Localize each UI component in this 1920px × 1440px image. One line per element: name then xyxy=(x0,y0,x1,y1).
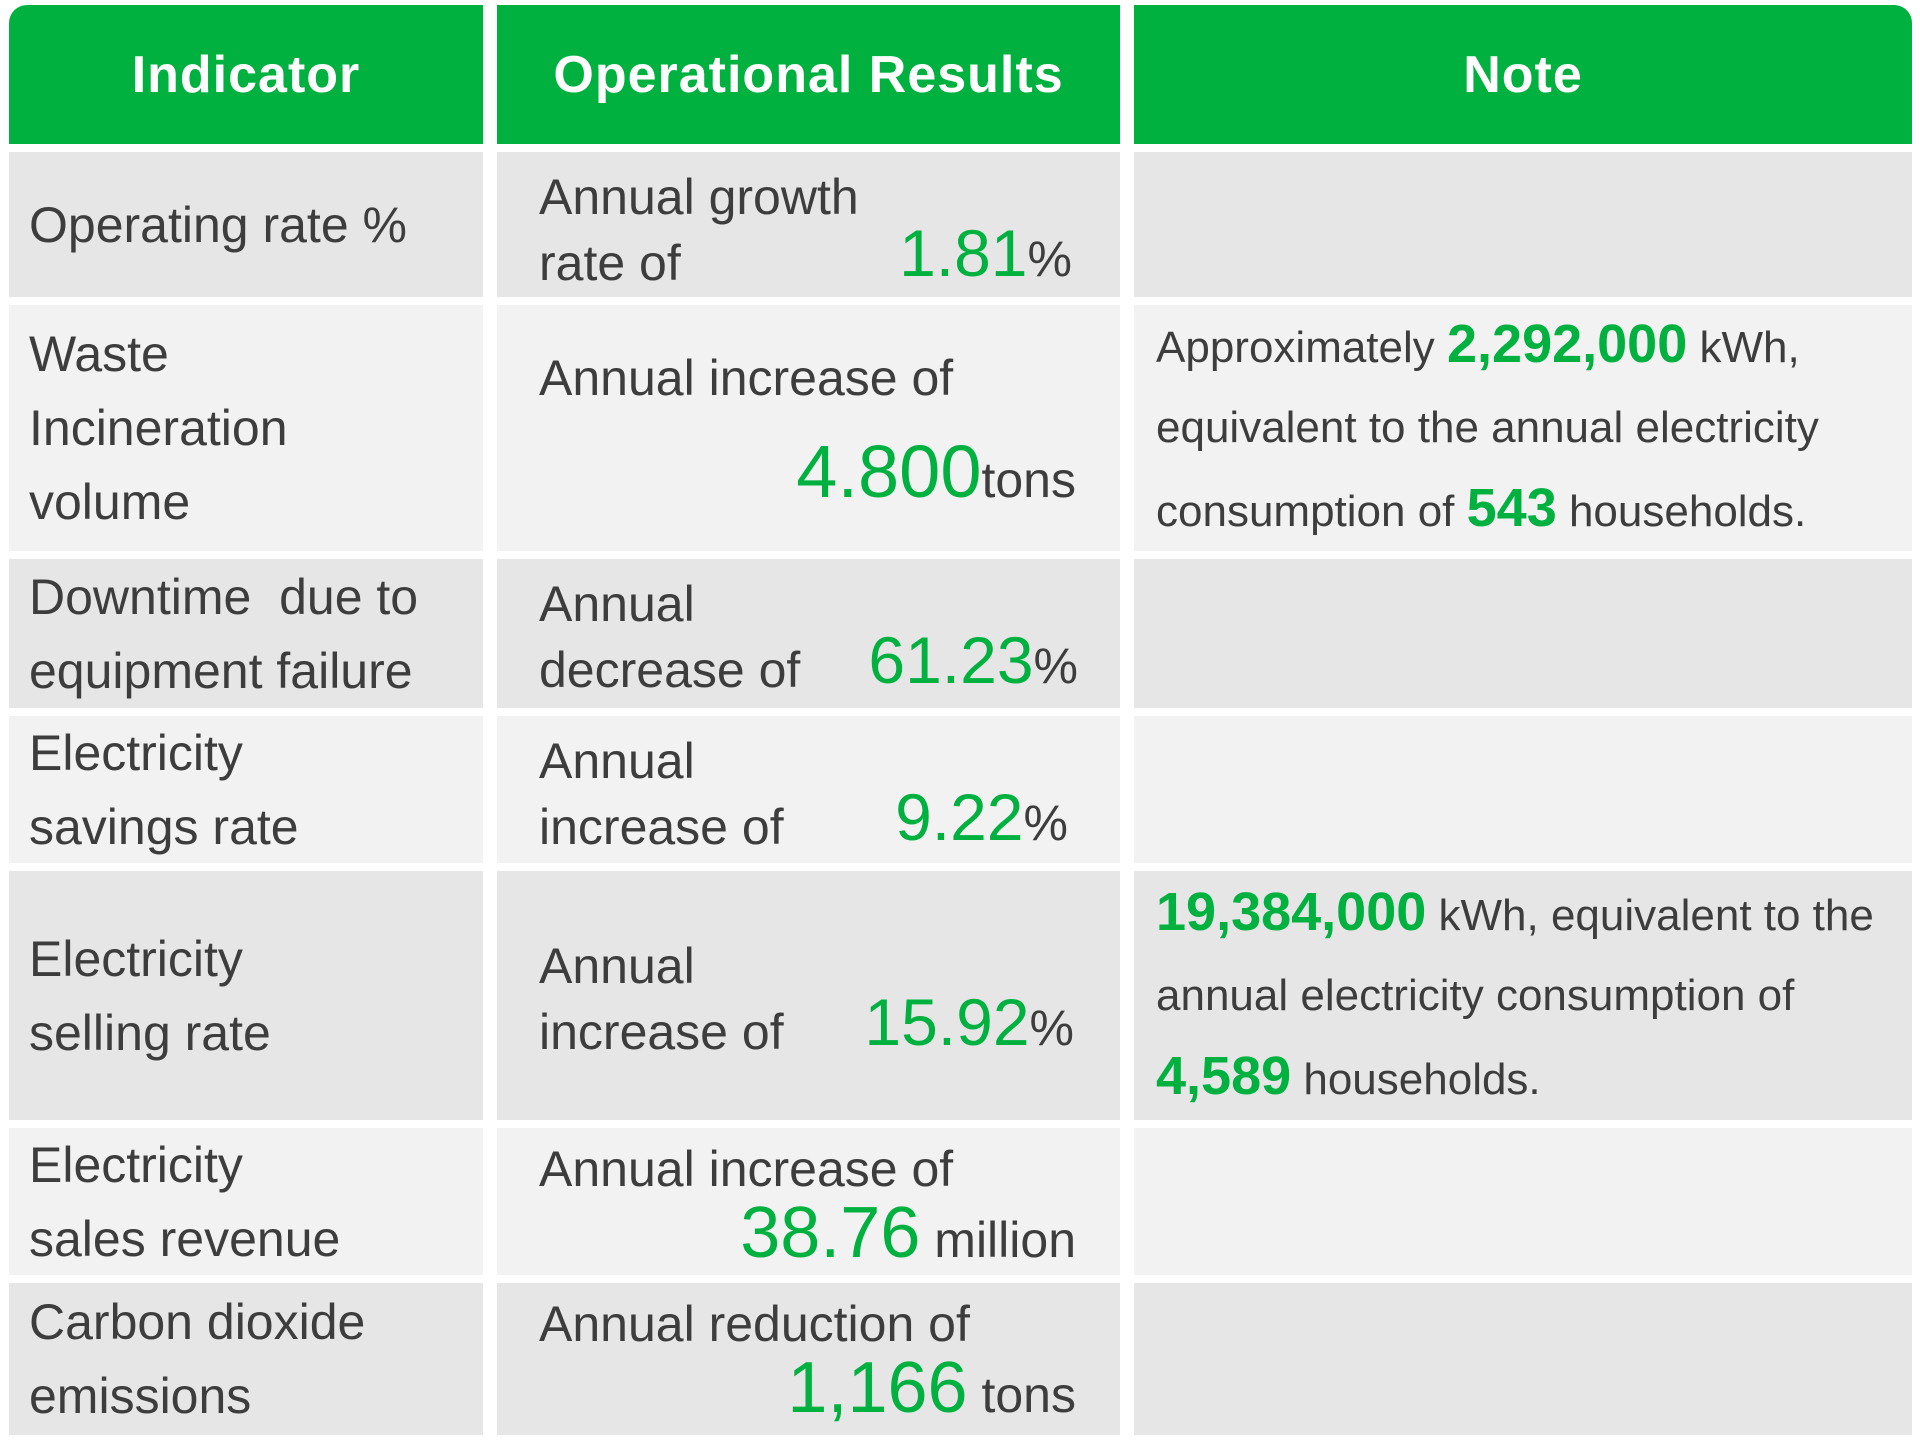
indicator-operating-rate: Operating rate % xyxy=(9,152,483,297)
indicator-line: volume xyxy=(29,474,191,530)
indicator-electricity-selling: Electricity selling rate xyxy=(9,871,483,1120)
indicator-downtime: Downtime due to equipment failure xyxy=(9,559,483,708)
indicator-line: Electricity xyxy=(29,930,243,987)
result-text: rate of xyxy=(539,235,681,291)
result-unit: % xyxy=(1033,638,1078,694)
result-unit: % xyxy=(1023,795,1068,851)
header-operational-results: Operational Results xyxy=(497,5,1120,144)
result-text: increase of xyxy=(539,1004,784,1060)
result-value: 38.76 xyxy=(740,1193,921,1273)
result-figure: 15.92% xyxy=(864,989,1074,1061)
result-operating-rate: Annual growth rate of 1.81% xyxy=(497,152,1120,297)
result-figure: 1,166 tons xyxy=(787,1352,1076,1428)
result-value: 1,166 xyxy=(787,1348,968,1428)
note-waste-incineration: Approximately 2,292,000 kWh, equivalent … xyxy=(1134,305,1912,551)
result-text: Annual increase of xyxy=(539,350,954,406)
note-part: kWh, equivalent to the annual electricit… xyxy=(1156,323,1819,536)
result-figure: 9.22% xyxy=(895,784,1068,856)
result-text: Annual reduction of xyxy=(539,1296,970,1352)
indicator-line: Electricity xyxy=(29,1136,243,1193)
result-text: Annual increase of xyxy=(539,1141,954,1197)
result-unit: % xyxy=(1027,231,1072,287)
result-text: Annual xyxy=(539,733,695,789)
note-empty xyxy=(1134,1128,1912,1275)
header-note: Note xyxy=(1134,5,1912,144)
result-unit: % xyxy=(1029,1000,1074,1056)
result-unit: million xyxy=(920,1212,1076,1268)
note-highlight-kwh: 2,292,000 xyxy=(1447,314,1688,374)
indicator-sales-revenue: Electricity sales revenue xyxy=(9,1128,483,1275)
result-text: Annual growth xyxy=(539,169,859,225)
note-part: Approximately xyxy=(1156,323,1448,372)
indicator-line: savings rate xyxy=(29,798,299,855)
result-text: increase of xyxy=(539,799,784,855)
result-value: 1.81 xyxy=(899,216,1028,290)
note-part: households. xyxy=(1291,1054,1541,1104)
indicator-line: equipment failure xyxy=(29,642,413,699)
indicator-waste-incineration: Waste Incineration volume xyxy=(9,305,483,551)
result-figure: 1.81% xyxy=(899,220,1072,292)
note-highlight-households: 543 xyxy=(1466,478,1557,538)
result-unit: tons xyxy=(967,1367,1076,1423)
indicator-line: Electricity xyxy=(29,724,243,781)
result-value: 61.23 xyxy=(868,623,1034,697)
indicator-line: Waste xyxy=(29,326,169,382)
note-electricity-selling: 19,384,000 kWh, equivalent to the annual… xyxy=(1134,871,1912,1120)
result-figure: 4.800tons xyxy=(796,435,1076,513)
note-part: households. xyxy=(1556,487,1807,536)
indicator-line: sales revenue xyxy=(29,1210,341,1267)
result-electricity-savings: Annual increase of 9.22% xyxy=(497,716,1120,863)
result-value: 4.800 xyxy=(796,430,982,513)
result-sales-revenue: Annual increase of 38.76 million xyxy=(497,1128,1120,1275)
result-figure: 38.76 million xyxy=(740,1197,1076,1273)
note-highlight-households: 4,589 xyxy=(1156,1045,1292,1106)
result-value: 15.92 xyxy=(864,985,1030,1059)
indicator-line: Downtime due to xyxy=(29,568,419,625)
result-downtime: Annual decrease of 61.23% xyxy=(497,559,1120,708)
note-empty xyxy=(1134,152,1912,297)
indicator-line: selling rate xyxy=(29,1004,271,1061)
note-empty xyxy=(1134,1283,1912,1435)
result-text: Annual xyxy=(539,576,695,632)
note-empty xyxy=(1134,559,1912,708)
result-electricity-selling: Annual increase of 15.92% xyxy=(497,871,1120,1120)
note-highlight-kwh: 19,384,000 xyxy=(1156,881,1427,942)
note-text: Approximately 2,292,000 kWh, equivalent … xyxy=(1156,304,1892,552)
note-text: 19,384,000 kWh, equivalent to the annual… xyxy=(1156,872,1892,1120)
result-co2-emissions: Annual reduction of 1,166 tons xyxy=(497,1283,1120,1435)
result-value: 9.22 xyxy=(895,780,1024,854)
indicator-line: emissions xyxy=(29,1368,252,1424)
result-text: decrease of xyxy=(539,642,801,698)
header-indicator: Indicator xyxy=(9,5,483,144)
indicator-electricity-savings: Electricity savings rate xyxy=(9,716,483,863)
result-unit: tons xyxy=(981,452,1076,508)
result-figure: 61.23% xyxy=(868,627,1078,699)
note-part: kWh, equivalent to the annual electricit… xyxy=(1156,890,1874,1020)
indicator-line: Carbon dioxide xyxy=(29,1294,366,1350)
indicator-line: Operating rate % xyxy=(29,196,407,253)
note-empty xyxy=(1134,716,1912,863)
result-text: Annual xyxy=(539,938,695,994)
indicator-co2-emissions: Carbon dioxide emissions xyxy=(9,1283,483,1435)
indicator-line: Incineration xyxy=(29,400,288,456)
result-waste-incineration: Annual increase of 4.800tons xyxy=(497,305,1120,551)
